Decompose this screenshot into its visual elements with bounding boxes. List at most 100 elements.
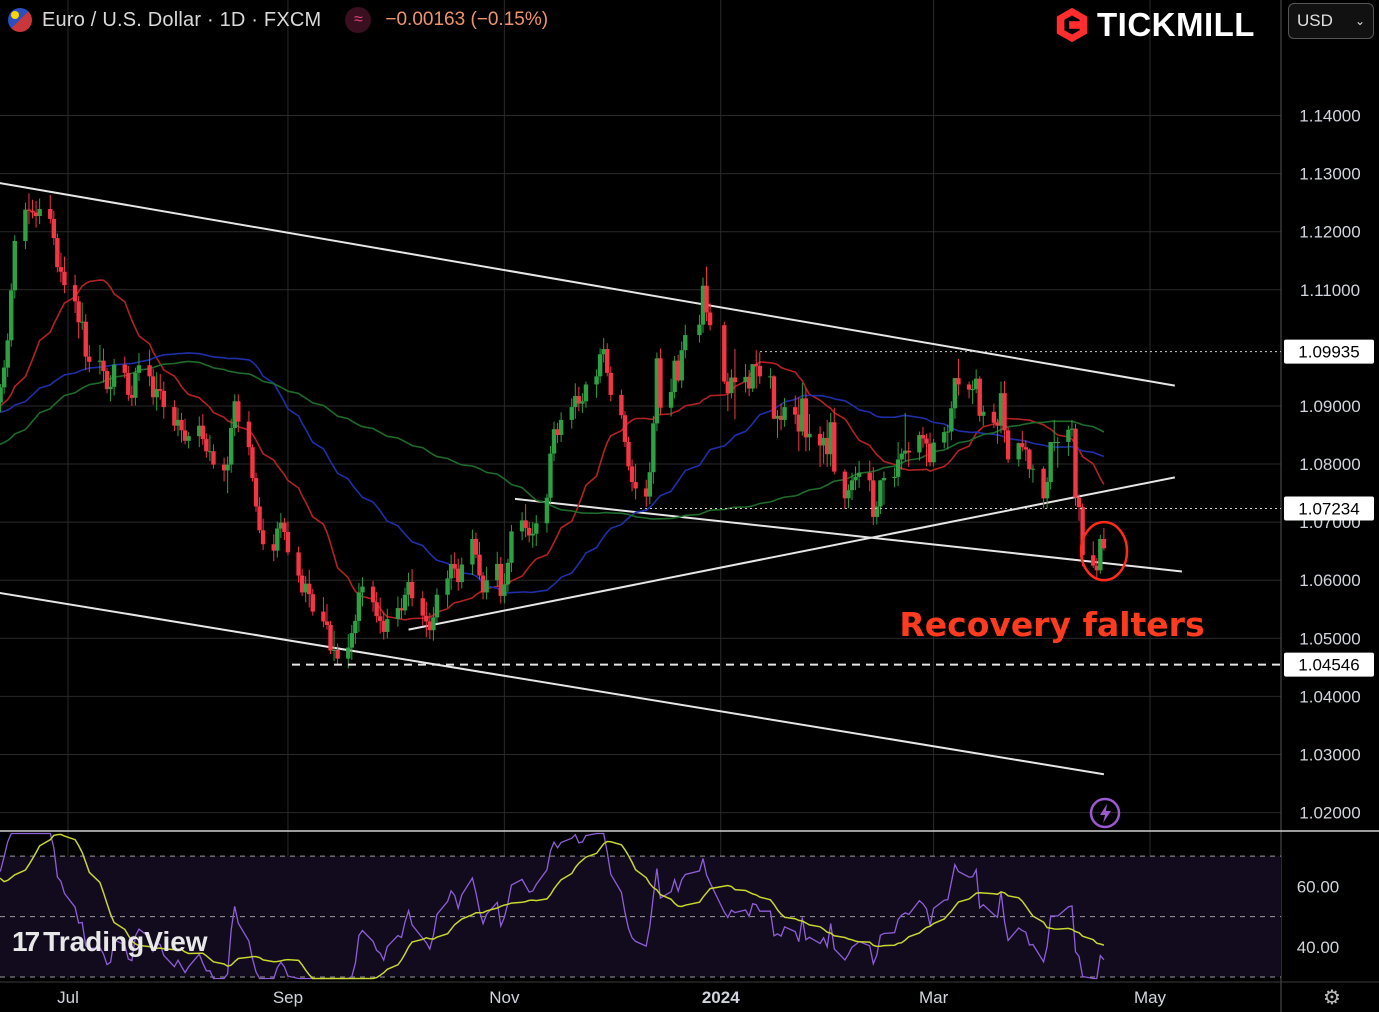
candle-body [526, 527, 532, 536]
candle-body [892, 476, 897, 478]
candle-body [605, 349, 610, 373]
candle-body [573, 396, 578, 408]
candle-body [278, 522, 284, 529]
candle-body [356, 592, 362, 621]
price-tick-label: 1.13000 [1299, 165, 1360, 184]
candle-body [743, 376, 748, 383]
candle-body [530, 533, 535, 536]
candle-body [977, 378, 982, 416]
candle-body [707, 312, 713, 326]
candle-body [377, 616, 383, 621]
candle-body [832, 422, 837, 472]
time-tick-label: Sep [273, 988, 303, 1007]
candle-body [399, 608, 404, 611]
candle-body [374, 602, 379, 617]
candle-body [668, 392, 674, 408]
candle-body [260, 530, 266, 545]
price-tick-label: 1.03000 [1299, 745, 1360, 764]
candle-body [456, 568, 461, 582]
candle-body [307, 583, 312, 595]
price-label-box [1284, 496, 1374, 521]
candle-body [1066, 429, 1071, 442]
candle-body [874, 506, 880, 517]
candle-body [970, 389, 975, 391]
candle-body [97, 360, 103, 362]
price-tick-label: 1.08000 [1299, 455, 1360, 474]
candle-body [445, 578, 450, 595]
trend-line [0, 182, 1176, 387]
candle-body [175, 419, 181, 426]
wave-icon[interactable]: ≈ [345, 7, 372, 33]
candle-body [9, 290, 14, 341]
symbol-title[interactable]: Euro / U.S. Dollar · 1D · FXCM [42, 8, 322, 31]
candle-body [704, 285, 709, 313]
chevron-down-icon: ⌄ [1354, 14, 1365, 28]
rsi-tick-label: 40.00 [1297, 938, 1340, 957]
candle-body [186, 436, 191, 441]
candle-body [221, 464, 227, 471]
candle-body [754, 364, 759, 366]
candle-body [995, 422, 1000, 426]
candle-body [285, 532, 291, 553]
candle-body [654, 358, 660, 424]
price-label-box [1284, 652, 1374, 677]
candle-body [448, 563, 454, 579]
candle-body [498, 563, 503, 596]
candle-body [956, 378, 961, 385]
candle-body [1020, 443, 1025, 448]
tv-mark-icon: 17 [12, 926, 40, 957]
candle-body [849, 480, 855, 491]
settings-gear-icon[interactable]: ⚙ [1323, 987, 1341, 1009]
candle-body [1, 367, 7, 388]
candle-body [5, 340, 10, 368]
candle-body [12, 240, 17, 291]
candle-body [853, 476, 858, 481]
candle-body [250, 447, 255, 478]
candle-body [722, 325, 727, 382]
candle-body [1094, 565, 1099, 571]
candle-body [331, 649, 337, 651]
candle-body [0, 387, 3, 403]
candle-body [324, 621, 330, 625]
candle-body [406, 581, 411, 595]
tradingview-logo[interactable]: 17 TradingView [12, 926, 208, 958]
candle-body [385, 619, 390, 632]
candle-body [771, 376, 777, 419]
candle-body [519, 520, 525, 532]
candle-body [580, 401, 585, 404]
candle-body [867, 472, 872, 481]
candle-body [459, 564, 464, 582]
candle-body [427, 621, 433, 631]
tickmill-hexagon-icon [1056, 7, 1088, 43]
candle-body [1052, 441, 1057, 443]
candle-body [23, 209, 28, 241]
candle-body [796, 414, 801, 432]
candle-body [920, 435, 926, 439]
candle-body [1101, 538, 1107, 549]
candle-body [626, 441, 631, 467]
price-tick-label: 1.09000 [1299, 397, 1360, 416]
candle-body [335, 649, 340, 659]
candle-body [257, 506, 262, 531]
candle-body [597, 354, 603, 377]
rsi-line [0, 832, 1105, 980]
candle-body [87, 356, 92, 362]
candle-body [594, 376, 599, 385]
candle-body [619, 394, 624, 416]
candle-body [37, 209, 42, 217]
candle-body [30, 210, 35, 213]
candle-body [803, 398, 809, 438]
candle-body [62, 271, 67, 286]
candle-body [111, 364, 117, 387]
candle-body [158, 389, 163, 391]
candle-body [966, 384, 972, 390]
candle-body [551, 429, 557, 454]
currency-select[interactable]: USD ⌄ [1288, 3, 1374, 39]
candle-body [746, 376, 752, 389]
price-label-text: 1.04546 [1298, 656, 1359, 675]
candle-body [225, 464, 230, 471]
candle-body [778, 415, 784, 420]
candle-body [26, 209, 32, 211]
candle-body [828, 422, 833, 455]
